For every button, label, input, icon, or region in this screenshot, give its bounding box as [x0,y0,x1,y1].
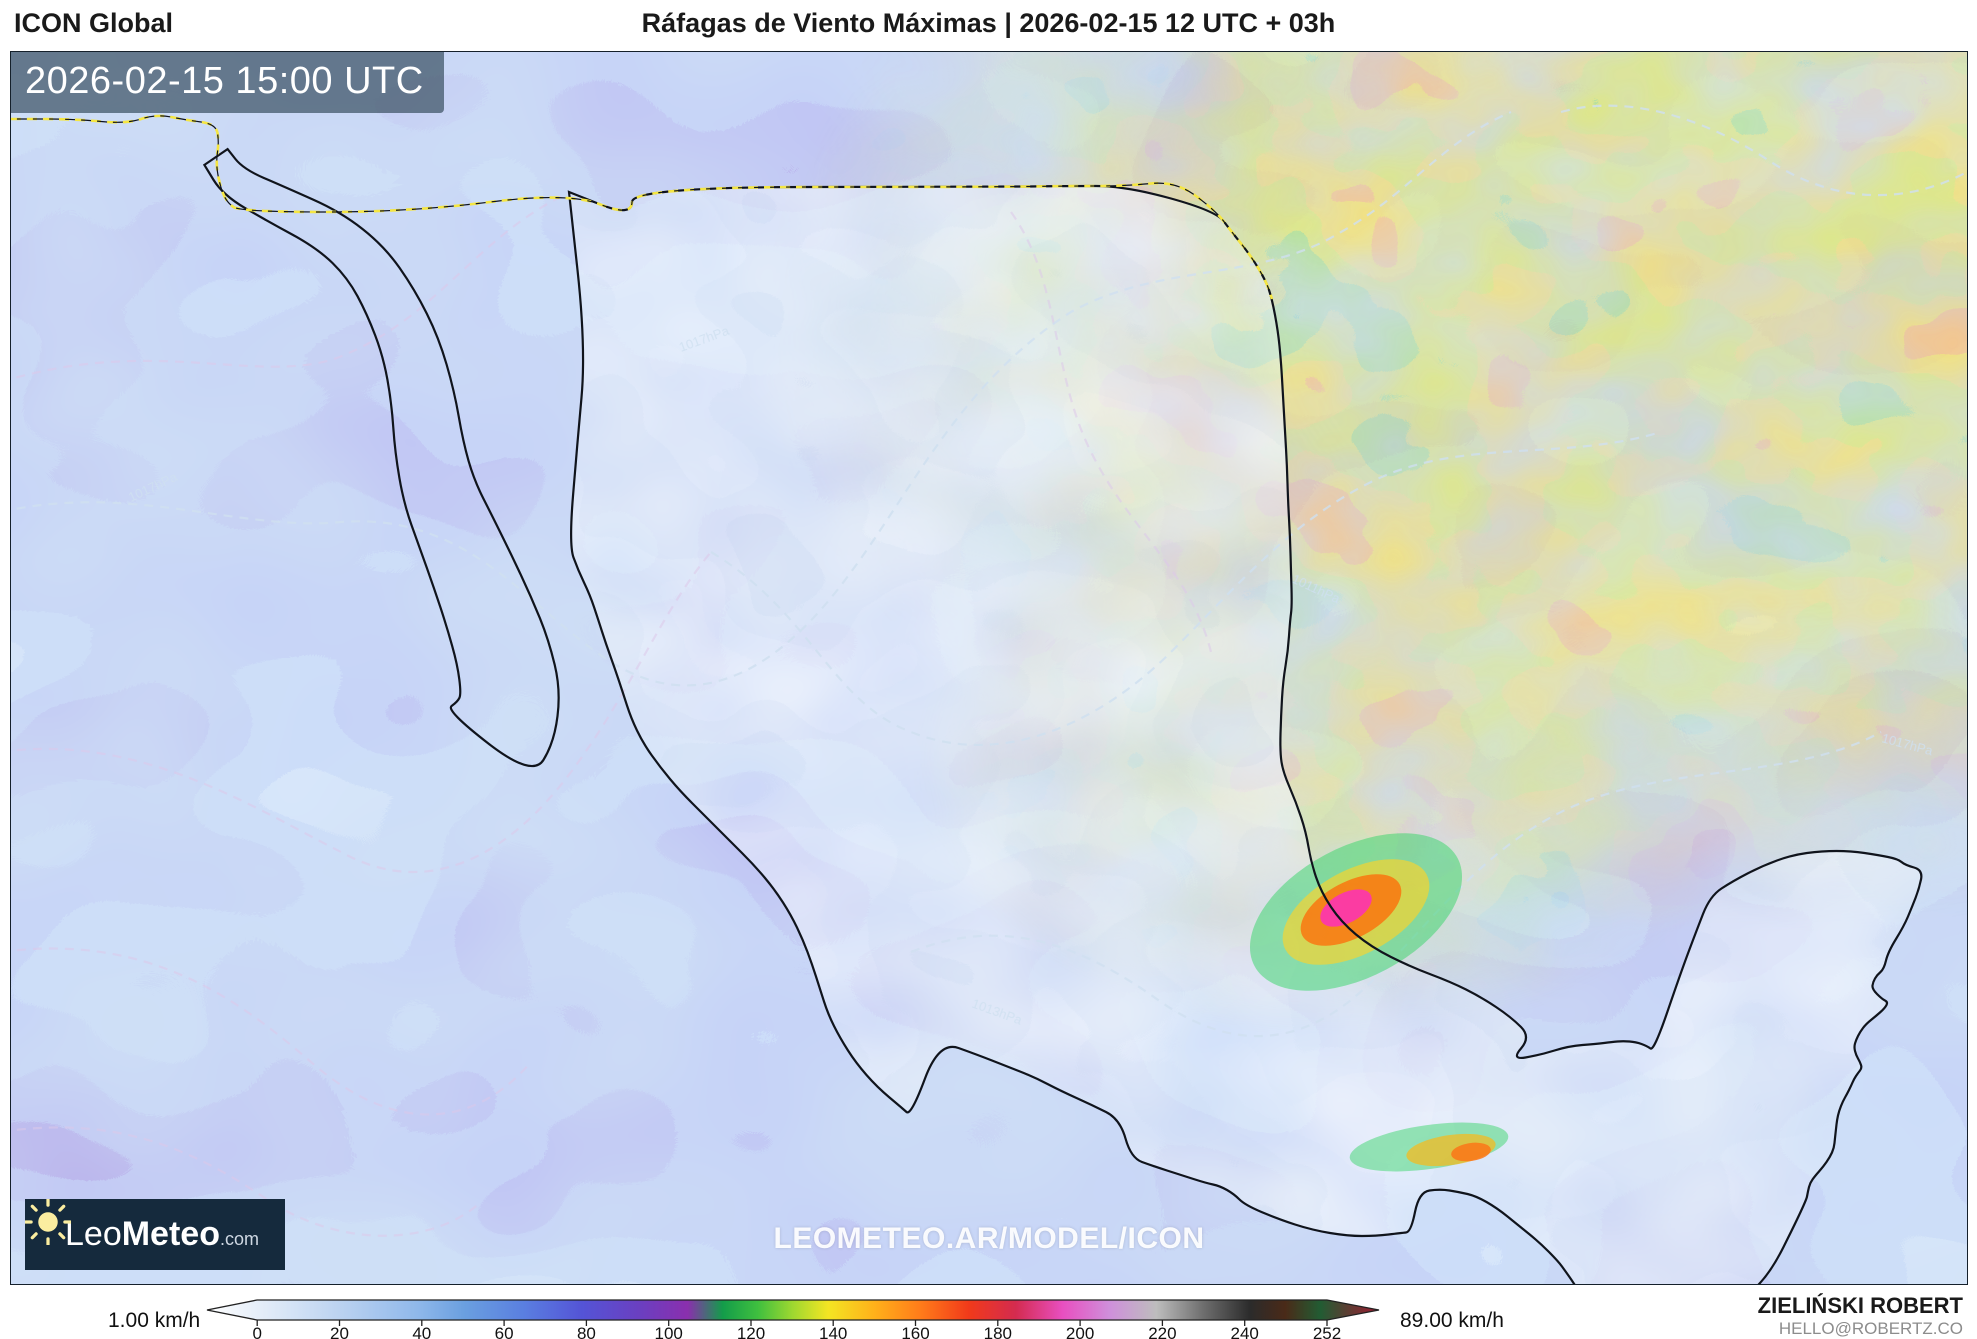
svg-text:180: 180 [984,1324,1012,1339]
svg-text:140: 140 [819,1324,847,1339]
svg-text:20: 20 [330,1324,349,1339]
svg-text:200: 200 [1066,1324,1094,1339]
svg-text:0: 0 [252,1324,261,1339]
svg-text:40: 40 [412,1324,431,1339]
svg-text:220: 220 [1148,1324,1176,1339]
svg-text:160: 160 [901,1324,929,1339]
svg-text:252: 252 [1313,1324,1341,1339]
svg-text:120: 120 [737,1324,765,1339]
svg-text:100: 100 [655,1324,683,1339]
svg-text:240: 240 [1231,1324,1259,1339]
svg-text:60: 60 [495,1324,514,1339]
svg-text:80: 80 [577,1324,596,1339]
